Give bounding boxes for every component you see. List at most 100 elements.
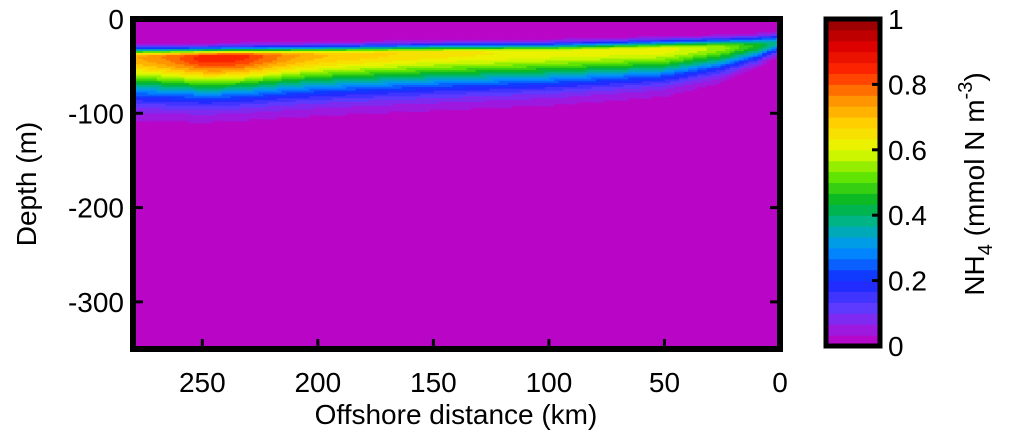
field-cell: [239, 69, 245, 73]
field-cell: [433, 52, 439, 56]
field-cell: [327, 96, 333, 99]
field-cell: [211, 71, 217, 75]
field-cell: [169, 62, 176, 65]
field-cell: [206, 118, 213, 122]
field-cell: [174, 56, 180, 60]
field-cell: [211, 62, 217, 65]
field-cell: [359, 62, 365, 65]
field-cell: [202, 54, 208, 58]
field-cell: [553, 75, 559, 79]
field-cell: [493, 83, 499, 86]
field-cell: [271, 60, 277, 63]
field-cell: [405, 100, 411, 103]
field-cell: [558, 103, 564, 107]
field-cell: [303, 103, 310, 107]
field-cell: [678, 45, 684, 48]
field-cell: [678, 62, 684, 65]
field-cell: [682, 79, 689, 82]
field-cell: [590, 64, 596, 67]
field-cell: [650, 64, 656, 67]
field-cell: [692, 73, 698, 77]
field-cell: [636, 62, 642, 65]
field-cell: [530, 62, 536, 65]
field-cell: [442, 96, 448, 99]
field-cell: [216, 66, 222, 69]
field-cell: [183, 58, 190, 62]
field-cell: [391, 98, 398, 101]
field-cell: [156, 79, 162, 82]
field-cell: [701, 43, 707, 46]
field-cell: [174, 52, 180, 56]
field-cell: [331, 79, 337, 82]
field-cell: [641, 54, 647, 58]
field-cell: [498, 86, 504, 90]
field-cell: [405, 103, 411, 107]
field-cell: [174, 94, 180, 97]
field-cell: [488, 77, 495, 80]
field-cell: [525, 56, 532, 60]
field-cell: [193, 60, 199, 63]
field-cell: [442, 100, 448, 103]
field-cell: [645, 66, 652, 69]
field-cell: [502, 49, 508, 52]
field-cell: [340, 81, 347, 84]
field-cell: [613, 49, 619, 52]
field-cell: [590, 81, 596, 84]
field-cell: [645, 35, 652, 39]
field-cell: [401, 56, 407, 60]
field-cell: [493, 101, 499, 105]
field-cell: [530, 58, 536, 62]
field-cell: [211, 64, 217, 67]
field-cell: [350, 83, 356, 86]
field-cell: [234, 47, 240, 50]
field-cell: [470, 68, 476, 71]
field-cell: [553, 83, 559, 86]
field-cell: [604, 77, 610, 80]
field-cell: [179, 66, 185, 69]
field-cell: [216, 56, 222, 60]
field-cell: [719, 68, 726, 71]
field-cell: [414, 71, 421, 75]
field-cell: [438, 51, 444, 54]
field-cell: [179, 69, 185, 73]
field-cell: [719, 81, 726, 84]
field-cell: [285, 117, 291, 120]
field-cell: [738, 51, 744, 54]
field-cell: [539, 66, 545, 69]
field-cell: [368, 47, 374, 50]
field-cell: [414, 75, 421, 79]
field-cell: [336, 60, 342, 63]
field-cell: [461, 101, 467, 105]
field-cell: [525, 71, 532, 75]
field-cell: [174, 71, 180, 75]
field-cell: [257, 117, 263, 120]
field-cell: [354, 88, 361, 92]
field-cell: [701, 81, 707, 84]
field-cell: [401, 66, 407, 69]
field-cell: [257, 103, 263, 107]
field-cell: [239, 51, 245, 54]
field-cell: [687, 35, 693, 39]
field-cell: [613, 90, 619, 94]
field-cell: [142, 107, 148, 111]
field-cell: [470, 86, 476, 90]
field-cell: [595, 79, 601, 82]
field-cell: [211, 81, 217, 84]
field-cell: [521, 85, 527, 88]
field-cell: [733, 43, 740, 46]
field-cell: [456, 92, 462, 96]
field-cell: [165, 109, 171, 112]
field-cell: [396, 52, 402, 56]
field-cell: [502, 96, 508, 99]
field-cell: [396, 47, 402, 50]
field-cell: [465, 83, 471, 86]
field-cell: [225, 101, 231, 105]
field-cell: [428, 81, 434, 84]
field-cell: [479, 75, 485, 79]
field-cell: [354, 66, 361, 69]
field-cell: [345, 92, 351, 96]
field-cell: [558, 64, 564, 67]
field-cell: [562, 68, 569, 71]
field-cell: [193, 92, 199, 96]
field-cell: [137, 69, 143, 73]
